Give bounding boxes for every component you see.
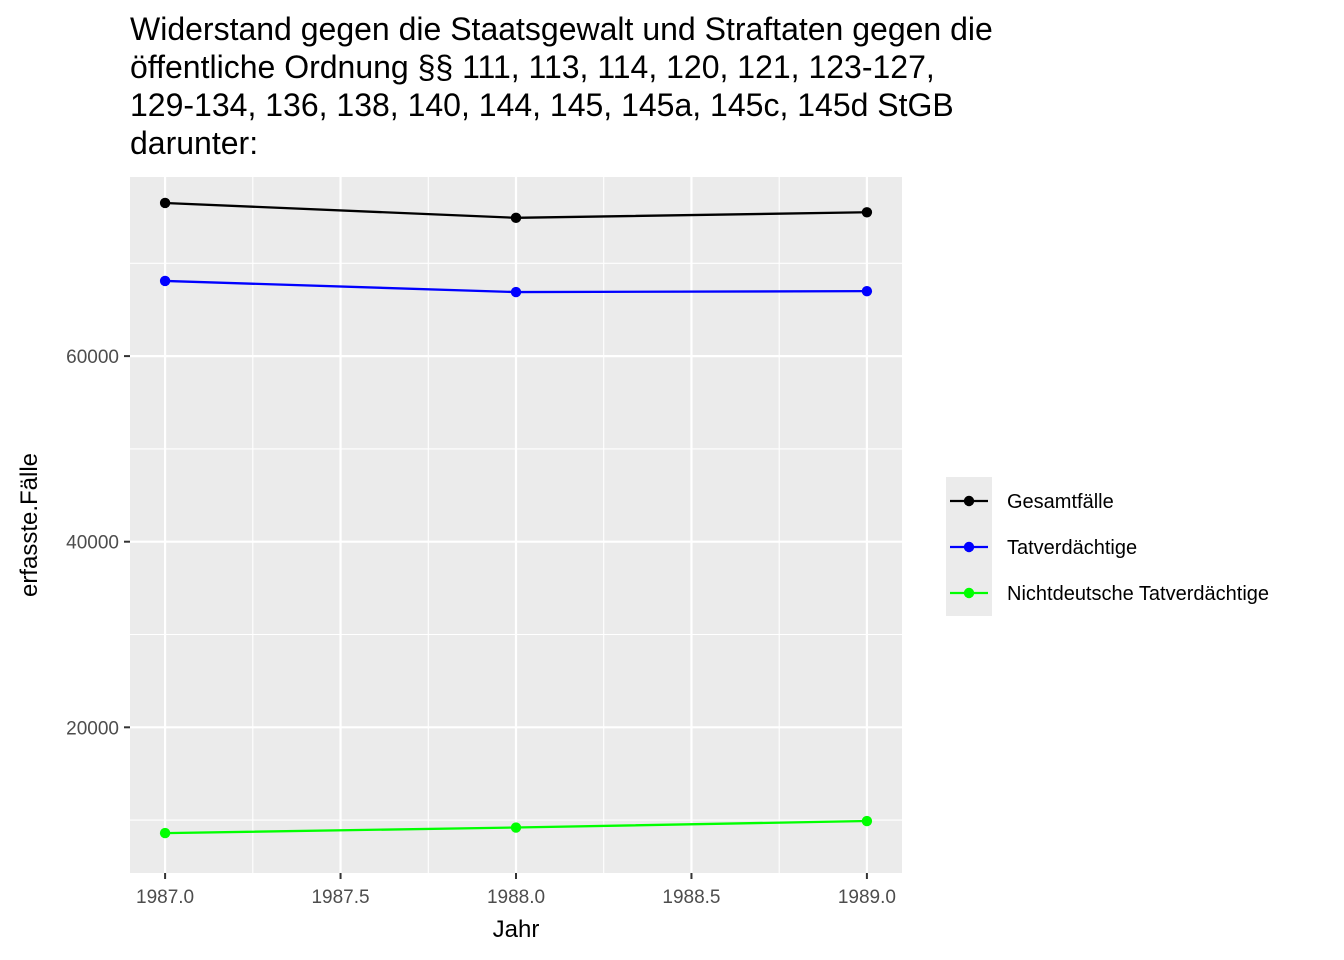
legend-key-point [963,495,975,507]
chart-title: Widerstand gegen die Staatsgewalt und St… [130,10,1130,162]
legend-label: Tatverdächtige [1007,537,1137,559]
x-tick-label: 1988.5 [662,887,720,908]
legend: Gesamtfälle Tatverdächtige Nichtdeutsche T… [946,477,1269,616]
data-point [861,285,873,297]
data-point [861,207,873,218]
x-tick-label: 1988.0 [487,887,545,908]
legend-label: Gesamtfälle [1007,491,1114,513]
legend-key-point [963,587,975,599]
legend-label: Nichtdeutsche Tatverdächtige [1007,583,1269,605]
y-tick-label: 40000 [66,533,119,554]
data-point [159,197,171,209]
data-point [510,286,522,298]
x-tick-label: 1989.0 [838,887,896,908]
grid-major [130,177,902,873]
axes: 1987.0 1987.5 1988.0 1988.5 1989.0 20000 40000… [66,347,896,908]
legend-key-point [963,541,975,553]
x-tick-label: 1987.0 [136,887,194,908]
y-axis-title: erfasste.Fälle [16,453,43,597]
chart-title-line: darunter: [130,125,259,161]
data-point [159,275,171,287]
x-axis-title: Jahr [493,916,540,943]
series-layer [159,197,873,839]
data-point [510,212,522,224]
chart-title-line: 129-134, 136, 138, 140, 144, 145, 145a, … [130,87,954,123]
data-point [861,815,873,827]
y-tick-label: 60000 [66,347,119,368]
x-tick-label: 1987.5 [311,887,369,908]
chart-title-line: Widerstand gegen die Staatsgewalt und St… [130,11,993,47]
y-tick-label: 20000 [66,718,119,739]
data-point [159,827,171,839]
chart-title-line: öffentliche Ordnung §§ 111, 113, 114, 12… [130,49,935,85]
data-point [510,822,522,833]
